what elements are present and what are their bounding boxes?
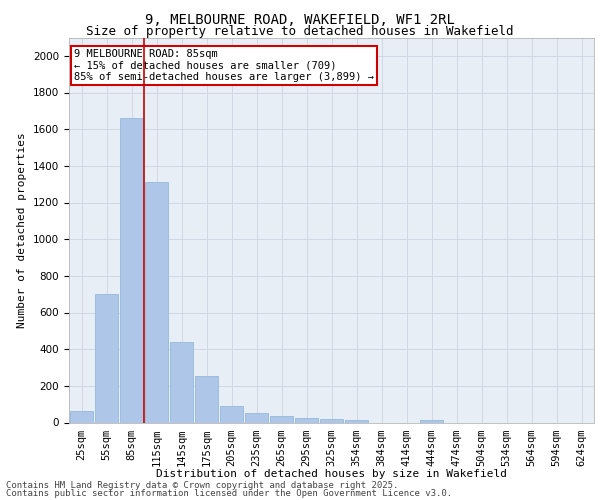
Bar: [245, 413, 268, 422]
Bar: [120, 118, 143, 422]
Text: 9, MELBOURNE ROAD, WAKEFIELD, WF1 2RL: 9, MELBOURNE ROAD, WAKEFIELD, WF1 2RL: [145, 12, 455, 26]
Bar: [145, 182, 168, 422]
Y-axis label: Number of detached properties: Number of detached properties: [17, 132, 28, 328]
X-axis label: Distribution of detached houses by size in Wakefield: Distribution of detached houses by size …: [156, 469, 507, 479]
Text: 9 MELBOURNE ROAD: 85sqm
← 15% of detached houses are smaller (709)
85% of semi-d: 9 MELBOURNE ROAD: 85sqm ← 15% of detache…: [74, 49, 374, 82]
Text: Size of property relative to detached houses in Wakefield: Size of property relative to detached ho…: [86, 25, 514, 38]
Bar: [320, 419, 343, 422]
Bar: [270, 416, 293, 422]
Bar: [345, 420, 368, 422]
Bar: [295, 418, 318, 422]
Text: Contains HM Land Registry data © Crown copyright and database right 2025.: Contains HM Land Registry data © Crown c…: [6, 481, 398, 490]
Text: Contains public sector information licensed under the Open Government Licence v3: Contains public sector information licen…: [6, 490, 452, 498]
Bar: [170, 342, 193, 422]
Bar: [195, 376, 218, 422]
Bar: [95, 294, 118, 422]
Bar: [70, 410, 93, 422]
Bar: [420, 420, 443, 422]
Bar: [220, 406, 243, 422]
